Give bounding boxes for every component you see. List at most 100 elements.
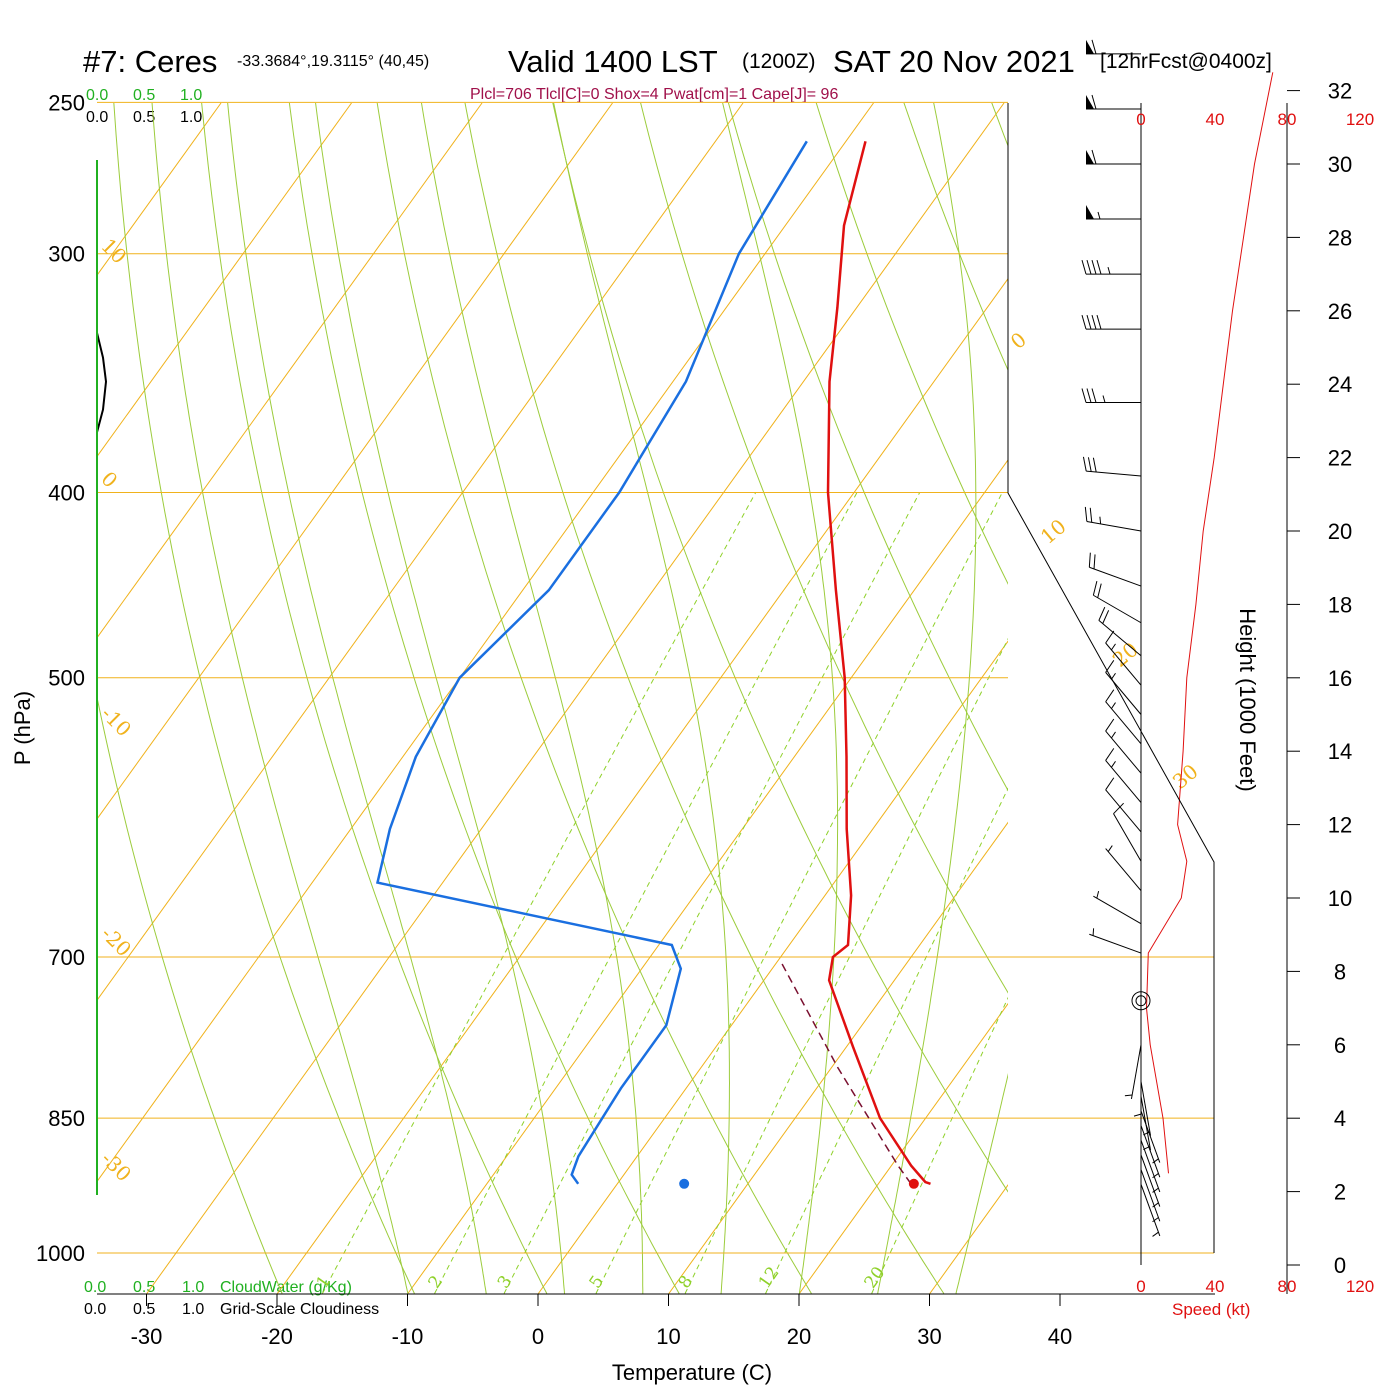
x-axis-title: Temperature (C) bbox=[612, 1360, 772, 1385]
moist-adiabat-32 bbox=[955, 1072, 1008, 1294]
barb-full bbox=[1097, 583, 1102, 598]
dry-adiabat-310 bbox=[552, 103, 1008, 1193]
height-label-16: 16 bbox=[1328, 666, 1352, 691]
dewpoint-profile bbox=[375, 140, 808, 1185]
pressure-label-250: 250 bbox=[48, 90, 85, 115]
moist-adiabat-2 bbox=[315, 103, 565, 1294]
barb-full bbox=[1096, 315, 1102, 330]
height-label-4: 4 bbox=[1334, 1106, 1346, 1131]
height-label-28: 28 bbox=[1328, 225, 1352, 250]
wind-barb bbox=[1105, 718, 1142, 774]
isotherm-label-right-0: 0 bbox=[1006, 327, 1031, 354]
cloud-top-0: 0.0 bbox=[86, 87, 108, 104]
barb-full bbox=[1105, 748, 1115, 761]
height-label-8: 8 bbox=[1334, 959, 1346, 984]
wind-barb bbox=[1092, 581, 1142, 624]
cloudiness-bottom-2: 1.0 bbox=[182, 1301, 204, 1318]
wind-barb bbox=[1140, 1154, 1161, 1208]
dry-adiabat-250 bbox=[97, 694, 283, 1294]
mixing-ratio-5 bbox=[595, 492, 1003, 1294]
cloud-top-2: 1.0 bbox=[180, 87, 202, 104]
x-tick-label--20: -20 bbox=[261, 1324, 293, 1349]
wind-barb bbox=[1084, 506, 1142, 532]
isotherm-label-left-10: 10 bbox=[96, 234, 131, 269]
speed-top-1: 40 bbox=[1206, 110, 1225, 129]
barb-full bbox=[1105, 630, 1115, 644]
barb-full bbox=[1081, 259, 1087, 275]
dry-adiabat-270 bbox=[201, 103, 548, 1294]
dry-adiabat-290 bbox=[376, 103, 812, 1294]
barb-half bbox=[1096, 891, 1100, 899]
cloudiness-label: Grid-Scale Cloudiness bbox=[220, 1301, 379, 1318]
height-label-24: 24 bbox=[1328, 372, 1352, 397]
wind-barb bbox=[1124, 1044, 1142, 1100]
wind-barb bbox=[1140, 1081, 1152, 1136]
barb-staff bbox=[1105, 848, 1142, 891]
surface-temperature-dot bbox=[908, 1178, 919, 1189]
speed-bottom-2: 80 bbox=[1278, 1277, 1297, 1296]
moist-adiabat-8 bbox=[420, 103, 644, 1294]
speed-top-0: 0 bbox=[1136, 110, 1145, 129]
indices-line: Plcl=706 Tlcl[C]=0 Shox=4 Pwat[cm]=1 Cap… bbox=[470, 86, 838, 103]
barb-half bbox=[1107, 845, 1113, 852]
barb-staff bbox=[1140, 1154, 1161, 1207]
wind-barb bbox=[1140, 1169, 1161, 1223]
barb-half bbox=[1111, 672, 1116, 680]
calm-circle-outer bbox=[1131, 991, 1151, 1011]
barb-full bbox=[1086, 388, 1092, 403]
mixing-ratio-8 bbox=[684, 637, 1008, 1294]
cloudiness-scale-bottom: 0.0 0.5 1.0 Grid-Scale Cloudiness bbox=[84, 1301, 379, 1318]
wind-barb bbox=[1088, 552, 1142, 587]
mixing-ratio-1 bbox=[321, 492, 757, 1294]
barb-half bbox=[1152, 1217, 1159, 1223]
cloudiness-bottom-0: 0.0 bbox=[84, 1301, 106, 1318]
height-label-22: 22 bbox=[1328, 446, 1352, 471]
moist-adiabat--10 bbox=[151, 103, 409, 1294]
height-axis-title: Height (1000 Feet) bbox=[1235, 608, 1260, 791]
barb-flag bbox=[1086, 150, 1094, 164]
wind-barb bbox=[1086, 205, 1141, 220]
cloud-bottom-1: 0.5 bbox=[133, 1279, 155, 1296]
wind-barb bbox=[1140, 1184, 1161, 1237]
barb-staff bbox=[1140, 1081, 1152, 1136]
title-valid: Valid 1400 LST bbox=[508, 44, 718, 79]
barb-staff bbox=[1105, 760, 1142, 803]
title-date: SAT 20 Nov 2021 bbox=[833, 44, 1075, 79]
isotherm--50 bbox=[97, 103, 744, 1002]
barb-full bbox=[1086, 315, 1092, 330]
cloudiness-top-1: 0.5 bbox=[133, 109, 155, 126]
wind-barb bbox=[1081, 315, 1141, 330]
dry-adiabat-280 bbox=[288, 103, 680, 1294]
barb-staff bbox=[1089, 933, 1142, 954]
wind-barb bbox=[1098, 606, 1142, 657]
mixing-ratio-3 bbox=[503, 492, 921, 1294]
barb-full bbox=[1096, 259, 1102, 275]
temperature-profile bbox=[826, 140, 931, 1185]
barb-half bbox=[1111, 702, 1116, 709]
barb-half bbox=[1102, 395, 1106, 403]
pressure-label-700: 700 bbox=[48, 945, 85, 970]
barb-half bbox=[1092, 928, 1095, 936]
cloudwater-label: CloudWater (g/Kg) bbox=[220, 1279, 352, 1296]
barb-full bbox=[1091, 259, 1097, 275]
x-tick-label-10: 10 bbox=[656, 1324, 680, 1349]
moist-adiabat-26 bbox=[877, 103, 977, 1294]
dry-adiabat-320 bbox=[640, 103, 1008, 994]
barb-staff bbox=[1140, 1184, 1161, 1237]
wind-barb bbox=[1086, 39, 1141, 55]
barb-half bbox=[1152, 1173, 1159, 1179]
barb-staff bbox=[1098, 620, 1142, 657]
barb-staff bbox=[1086, 470, 1142, 477]
speed-bottom-1: 40 bbox=[1206, 1277, 1225, 1296]
isotherm--30 bbox=[146, 103, 1005, 1294]
moist-adiabat-14 bbox=[553, 103, 731, 1294]
sounding-data bbox=[96, 140, 931, 1189]
parcel-path bbox=[781, 963, 912, 1185]
cloud-top-1: 0.5 bbox=[133, 87, 155, 104]
height-label-2: 2 bbox=[1334, 1180, 1346, 1205]
cloudwater-scale-top: 0.0 0.5 1.0 bbox=[86, 87, 202, 104]
dry-adiabat-260 bbox=[113, 103, 415, 1294]
